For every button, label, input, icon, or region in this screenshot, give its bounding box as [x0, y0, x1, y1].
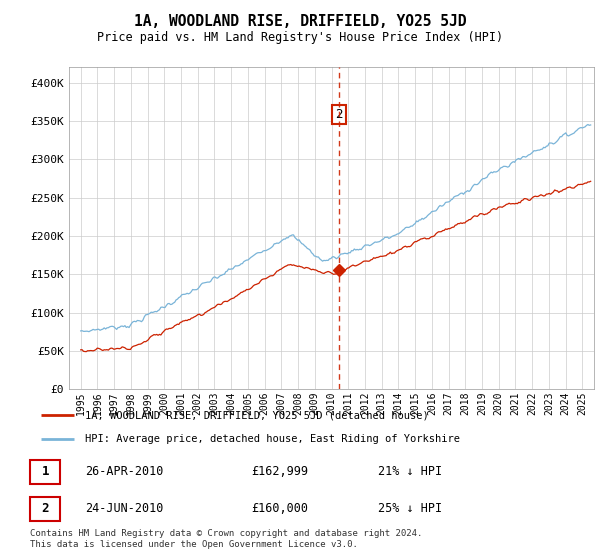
Text: 2: 2 — [41, 502, 49, 515]
Text: Price paid vs. HM Land Registry's House Price Index (HPI): Price paid vs. HM Land Registry's House … — [97, 31, 503, 44]
Text: £162,999: £162,999 — [251, 465, 308, 478]
Text: £160,000: £160,000 — [251, 502, 308, 515]
Text: 26-APR-2010: 26-APR-2010 — [85, 465, 164, 478]
Text: 21% ↓ HPI: 21% ↓ HPI — [378, 465, 442, 478]
Text: HPI: Average price, detached house, East Riding of Yorkshire: HPI: Average price, detached house, East… — [85, 434, 460, 444]
Text: 1A, WOODLAND RISE, DRIFFIELD, YO25 5JD: 1A, WOODLAND RISE, DRIFFIELD, YO25 5JD — [134, 14, 466, 29]
Bar — [30, 497, 61, 521]
Text: 1A, WOODLAND RISE, DRIFFIELD, YO25 5JD (detached house): 1A, WOODLAND RISE, DRIFFIELD, YO25 5JD (… — [85, 410, 429, 420]
Bar — [30, 460, 61, 484]
Text: 2: 2 — [335, 108, 343, 121]
Text: Contains HM Land Registry data © Crown copyright and database right 2024.
This d: Contains HM Land Registry data © Crown c… — [30, 529, 422, 549]
Text: 25% ↓ HPI: 25% ↓ HPI — [378, 502, 442, 515]
Text: 24-JUN-2010: 24-JUN-2010 — [85, 502, 164, 515]
Text: 1: 1 — [41, 465, 49, 478]
